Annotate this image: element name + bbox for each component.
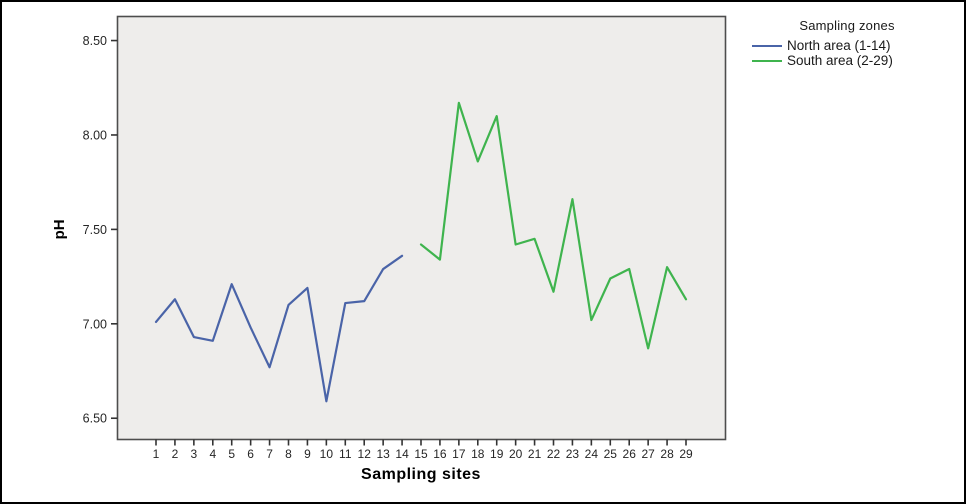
x-tick-label: 23 [566, 447, 580, 461]
y-axis-title: pH [51, 219, 68, 239]
plot-area [116, 15, 727, 441]
legend-label-north: North area (1-14) [787, 38, 891, 53]
x-tick-label: 4 [209, 447, 216, 461]
x-tick-label: 27 [641, 447, 655, 461]
x-tick-label: 18 [471, 447, 485, 461]
x-tick-label: 21 [528, 447, 542, 461]
x-tick-label: 26 [623, 447, 637, 461]
north-area-line [154, 254, 404, 403]
x-tick-label: 6 [247, 447, 254, 461]
legend-item-south: South area (2-29) [752, 53, 942, 68]
x-tick-label: 15 [414, 447, 428, 461]
x-tick-label: 22 [547, 447, 561, 461]
south-line-swatch [752, 59, 782, 62]
x-tick-label: 9 [304, 447, 311, 461]
y-tick-label: 6.50 [83, 412, 107, 426]
x-tick-label: 5 [228, 447, 235, 461]
x-axis-title: Sampling sites [361, 466, 481, 483]
legend-label-south: South area (2-29) [787, 53, 893, 68]
x-tick-label: 12 [358, 447, 372, 461]
legend-title: Sampling zones [799, 18, 895, 33]
y-tick-label: 7.50 [83, 223, 107, 237]
x-tick-label: 14 [395, 447, 409, 461]
legend: Sampling zones North area (1-14) South a… [752, 18, 942, 68]
x-tick-label: 16 [433, 447, 447, 461]
y-tick-label: 8.50 [83, 34, 107, 48]
x-tick-label: 2 [172, 447, 179, 461]
north-line-swatch [752, 44, 782, 47]
x-tick-label: 20 [509, 447, 523, 461]
y-tick-label: 7.00 [83, 317, 107, 331]
x-tick-label: 11 [339, 447, 352, 461]
legend-item-north: North area (1-14) [752, 38, 942, 53]
x-tick-label: 10 [320, 447, 334, 461]
x-tick-label: 1 [153, 447, 160, 461]
south-area-line [419, 101, 688, 350]
x-tick-label: 3 [191, 447, 198, 461]
y-tick-label: 8.00 [83, 128, 107, 142]
x-tick-label: 28 [660, 447, 674, 461]
x-tick-label: 7 [266, 447, 273, 461]
x-tick-label: 29 [679, 447, 693, 461]
x-tick-label: 17 [452, 447, 466, 461]
x-tick-label: 24 [585, 447, 599, 461]
x-tick-label: 8 [285, 447, 292, 461]
x-tick-label: 13 [376, 447, 390, 461]
x-tick-label: 25 [604, 447, 618, 461]
x-tick-label: 19 [490, 447, 504, 461]
